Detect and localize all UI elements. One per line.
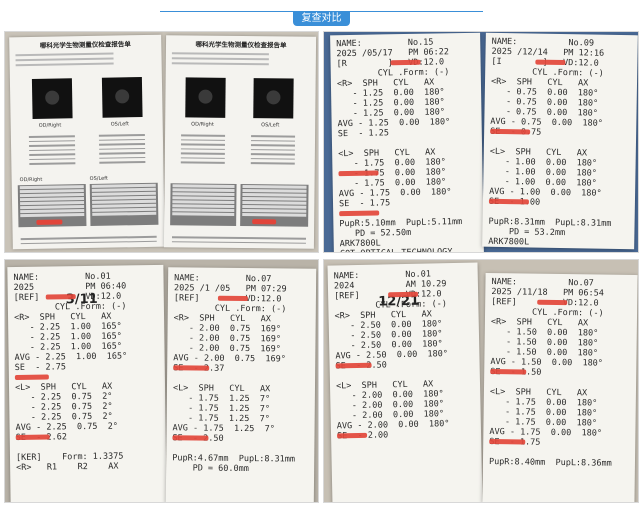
redaction-bar: [14, 374, 49, 381]
redaction-bar: [172, 435, 209, 441]
redaction-bar: [45, 294, 76, 300]
os-table: [89, 182, 159, 226]
redaction-bar: [338, 170, 379, 177]
report-sheet-right: 哪科光学生物测量仪检查报告单 OD/Right OS/Left: [163, 35, 317, 249]
slip-line: <R> R1 R2 AX: [16, 461, 119, 473]
slip-line: SE - 1.75: [338, 198, 391, 210]
od-label: OD/Right: [191, 121, 214, 128]
receipt-slip-no01: 3/11 NAME: No.01 2025 PM 06:40 [REF] VD:12…: [7, 264, 167, 502]
od-measurements: [180, 131, 226, 166]
slip-line: AVG - 1.25 0.00 180°: [337, 117, 451, 130]
redaction-bar: [490, 369, 527, 375]
eye-image-right: [185, 77, 226, 118]
od-measurements: [28, 132, 76, 167]
slip-line: AVG - 2.50 0.00 180°: [335, 349, 449, 362]
slip-line: SE - 2.75: [14, 362, 67, 374]
os-measurements: [98, 131, 146, 166]
slip-line: ARK7800L: [488, 236, 530, 248]
report-meta: [171, 49, 310, 70]
redaction-bar: [252, 219, 277, 225]
redaction-bar: [537, 299, 568, 306]
table-os-label: OS/Left: [89, 175, 108, 182]
os-measurements: [250, 132, 296, 167]
os-label: OS/Left: [110, 121, 129, 128]
redaction-bar: [535, 59, 566, 66]
report-footer: [171, 233, 307, 246]
receipt-slip-no07: NAME: No.07 2025 /1 /05 PM 07:29 [REF] VD:…: [165, 267, 317, 502]
report-footer: [20, 233, 157, 247]
redaction-bar: [390, 59, 421, 66]
od-table: [170, 183, 237, 226]
redaction-bar: [339, 210, 380, 217]
redaction-bar: [337, 432, 368, 439]
slip-line: PD = 52.50m: [339, 227, 412, 240]
redaction-bar: [490, 128, 531, 135]
report-sheet-left: 哪科光学生物测量仪检查报告单 OD/Right OS/Left OD/Right…: [9, 34, 165, 250]
redaction-bar: [388, 291, 419, 298]
panel-slips-mar-2025: 3/11 NAME: No.01 2025 PM 06:40 [REF] VD:12…: [4, 259, 319, 503]
eye-image-left: [101, 77, 143, 118]
slip-line: SE - 1.25: [337, 128, 390, 140]
redaction-bar: [335, 362, 372, 369]
panel-slips-dec-2024: 12/21 NAME: No.01 2024 AM 10.29 [REF] VD:1…: [323, 259, 639, 503]
receipt-slip-no01: 12/21 NAME: No.01 2024 AM 10.29 [REF] VD:1…: [327, 262, 483, 502]
slip-line: AVG - 2.25 1.00 165°: [14, 351, 128, 364]
redaction-bar: [173, 365, 210, 371]
slip-line: AVG - 2.00 0.00 180°: [336, 419, 450, 432]
slip-line: AVG - 1.75 0.00 180°: [338, 187, 452, 200]
compare-badge: 复查对比: [293, 11, 350, 26]
od-label: OD/Right: [38, 122, 62, 129]
redaction-bar: [36, 219, 63, 225]
panel-report-photo: 哪科光学生物测量仪检查报告单 OD/Right OS/Left OD/Right…: [4, 31, 319, 253]
redaction-bar: [489, 439, 526, 445]
receipt-slip-no07: NAME: No.07 2025 /11/18 PM 06:54 [REF] VD:…: [482, 272, 638, 502]
os-label: OS/Left: [261, 122, 280, 129]
redaction-bar: [488, 198, 529, 205]
slip-line: PD = 60.0mm: [172, 463, 249, 475]
redaction-bar: [15, 434, 50, 440]
slip-line: PupR:8.40mm PupL:8.36mm: [488, 457, 612, 469]
table-od-label: OD/Right: [19, 176, 43, 184]
redaction-bar: [217, 295, 248, 302]
report-title: 哪科光学生物测量仪检查报告单: [195, 40, 287, 50]
slip-line: COT OPTICAL TECHNOLOGY: [488, 247, 601, 250]
eye-image-right: [31, 78, 73, 119]
report-meta: [15, 49, 155, 71]
slip-line: COT OPTICAL TECHNOLOGY: [340, 247, 453, 252]
eye-image-left: [253, 78, 294, 119]
